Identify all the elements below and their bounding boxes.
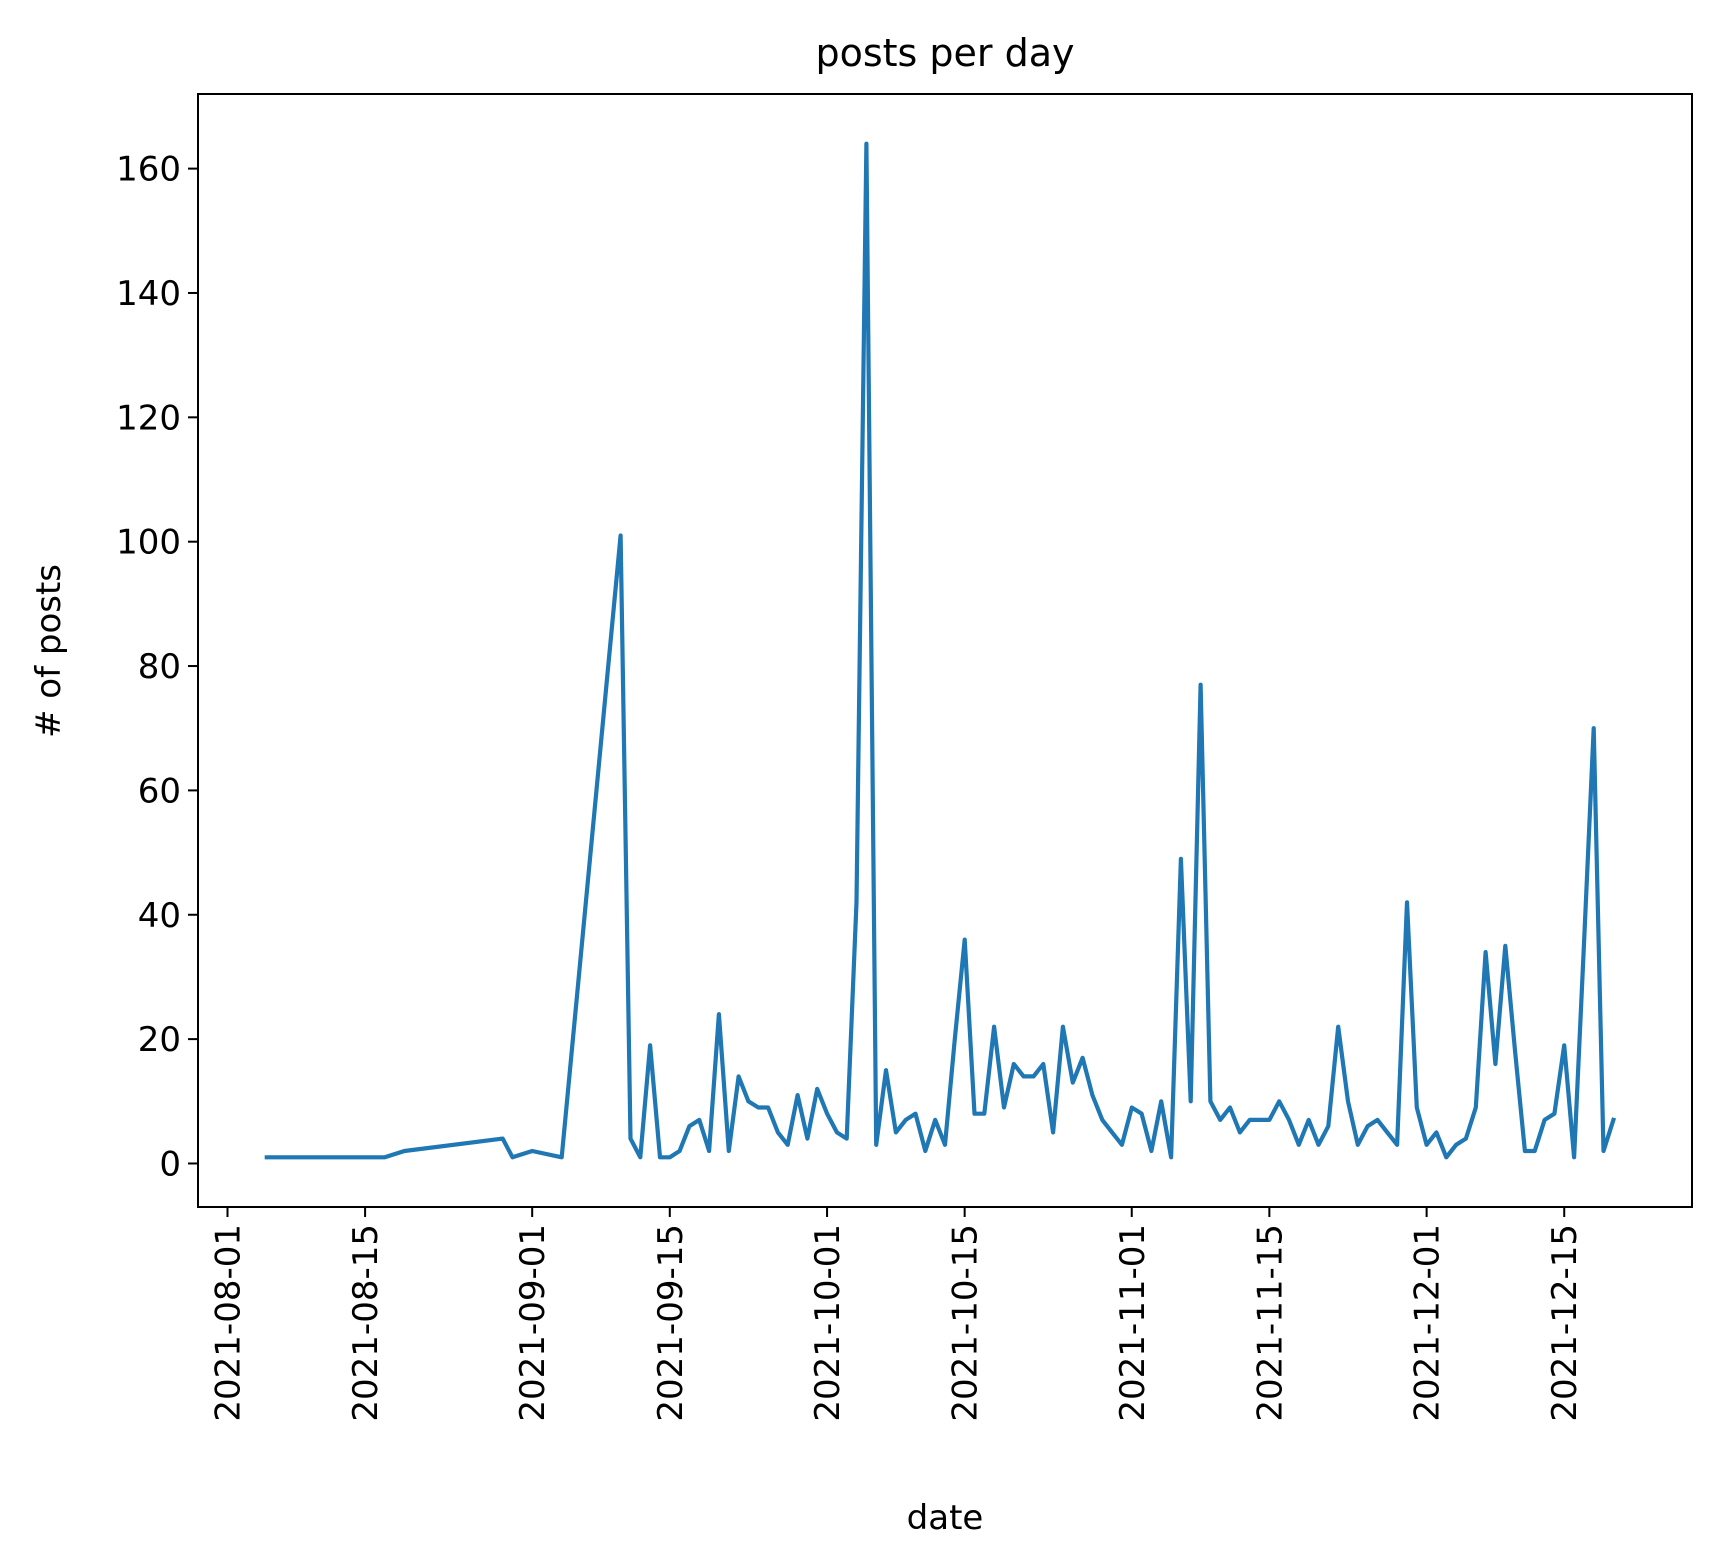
x-tick-label: 2021-12-15 [1545,1224,1585,1422]
x-tick-label: 2021-10-15 [946,1224,986,1422]
x-tick-label: 2021-08-15 [346,1224,386,1422]
y-tick-label: 160 [116,150,181,190]
x-tick-label: 2021-12-01 [1408,1224,1448,1422]
x-tick-label: 2021-09-01 [513,1224,553,1422]
y-tick-label: 60 [138,771,181,811]
series-line-0 [264,141,1617,1160]
y-tick-label: 140 [116,274,181,314]
x-tick-label: 2021-08-01 [209,1224,249,1422]
x-tick-label: 2021-11-15 [1250,1224,1290,1422]
y-tick-label: 80 [138,647,181,687]
x-axis-label: date [907,1498,984,1538]
y-tick-label: 120 [116,398,181,438]
y-tick-label: 0 [159,1144,181,1184]
y-tick-label: 20 [138,1020,181,1060]
y-axis-label: # of posts [29,564,69,738]
y-tick-label: 100 [116,523,181,563]
axes-frame [197,93,1693,1208]
x-tick-label: 2021-09-15 [651,1224,691,1422]
x-tick-label: 2021-11-01 [1113,1224,1153,1422]
plot-area: 0 20 40 60 80 100 120 140 160 2021-08-01 2021-08-1… [116,93,1693,1422]
y-tick-label: 40 [138,896,181,936]
chart-title: posts per day [815,31,1074,75]
x-tick-label: 2021-10-01 [808,1224,848,1422]
